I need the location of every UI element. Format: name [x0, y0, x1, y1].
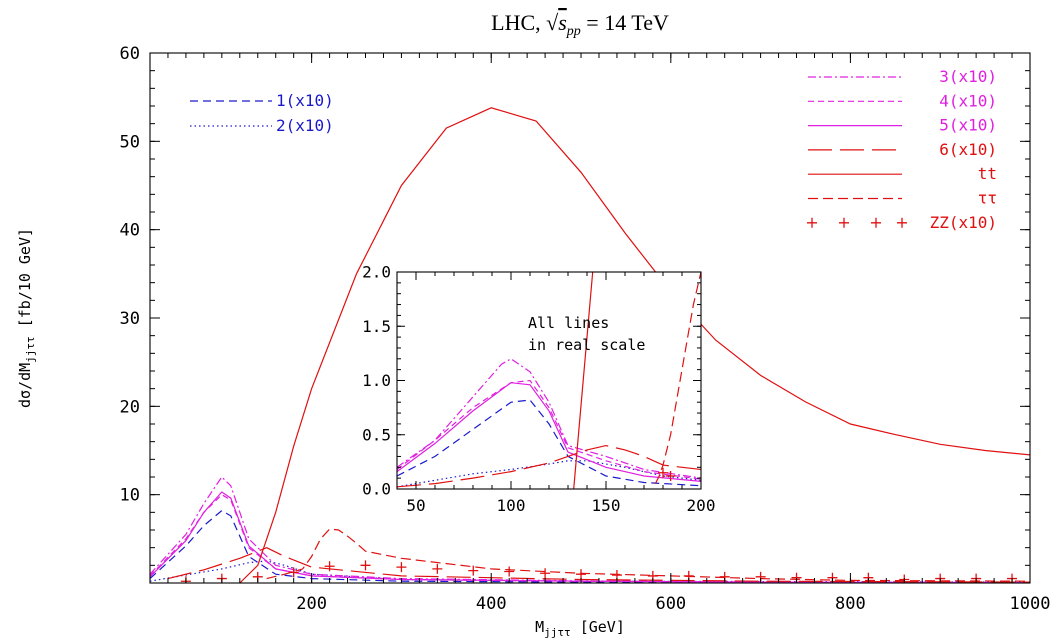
inset-x-tick-label: 150	[592, 496, 621, 515]
main-x-tick-label: 800	[835, 594, 866, 614]
chart-title-sqrt: √	[546, 10, 559, 35]
y-axis-label-main: dσ/dM	[16, 363, 34, 408]
main-marker-plus	[396, 562, 406, 572]
main-x-tick-label: 1000	[1010, 594, 1051, 614]
chart-title-suffix: = 14 TeV	[581, 10, 669, 35]
x-axis-label-main: M	[535, 618, 544, 636]
main-marker-plus	[576, 569, 586, 579]
legend-marker-plus	[807, 218, 817, 228]
main-y-tick-label: 30	[120, 309, 140, 329]
main-x-tick-label: 400	[476, 594, 507, 614]
legend-marker-plus	[871, 218, 881, 228]
main-marker-plus	[432, 564, 442, 574]
y-axis-label-unit: [fb/10 GeV]	[16, 228, 34, 336]
legend-marker-plus	[897, 218, 907, 228]
legend-label-6-x10: 6(x10)	[939, 140, 997, 159]
main-y-tick-label: 10	[120, 486, 140, 506]
chart-title-prefix: LHC,	[491, 10, 546, 35]
main-marker-plus	[361, 560, 371, 570]
x-axis-label: Mjjττ [GeV]	[535, 618, 625, 639]
legend-label-4-x10: 4(x10)	[939, 91, 997, 110]
y-axis-label-sub: jjττ	[24, 336, 37, 363]
inset-x-tick-label: 100	[497, 496, 526, 515]
main-series-4-x10	[150, 495, 1030, 583]
inset-y-tick-label: 0.0	[362, 480, 391, 499]
main-series-3-x10	[150, 477, 1030, 583]
inset-y-tick-label: 0.5	[362, 425, 391, 444]
main-x-tick-label: 600	[655, 594, 686, 614]
main-series-2-x10	[150, 561, 1030, 582]
main-series-6-x10	[168, 548, 1030, 582]
legend: 1(x10) 2(x10) 3(x10) 4(x10) 5(x10) 6(x10) tt ττ…	[190, 67, 997, 232]
x-axis-label-sub: jjττ	[544, 626, 571, 639]
inset-x-tick-label: 50	[406, 496, 425, 515]
main-series-tautau	[267, 529, 1030, 581]
legend-label-1-x10: 1(x10)	[276, 91, 334, 110]
inset-y-tick-label: 2.0	[362, 263, 391, 282]
legend-label-tt: tt	[978, 164, 997, 183]
chart-title: LHC, √spp = 14 TeV	[491, 10, 669, 39]
legend-label-2-x10: 2(x10)	[276, 116, 334, 135]
main-marker-plus	[540, 568, 550, 578]
main-y-tick-label: 20	[120, 397, 140, 417]
inset-annotation-line: All lines	[528, 314, 609, 332]
y-axis-label: dσ/dMjjττ [fb/10 GeV]	[16, 228, 37, 408]
legend-label-tautau: ττ	[978, 189, 997, 208]
inset-background	[397, 272, 701, 489]
main-series-1-x10	[150, 511, 1030, 583]
legend-label-3-x10: 3(x10)	[939, 67, 997, 86]
main-x-tick-label: 200	[296, 594, 327, 614]
main-y-tick-label: 50	[120, 132, 140, 152]
chart-title-sqrt-arg: s	[558, 10, 567, 35]
inset-y-tick-label: 1.0	[362, 371, 391, 390]
main-marker-plus	[504, 567, 514, 577]
chart-title-sqrt-sub: pp	[566, 24, 581, 39]
main-y-tick-label: 60	[120, 44, 140, 64]
legend-label-5-x10: 5(x10)	[939, 116, 997, 135]
inset-plot: 50 100 150 200 0.0 0.5 1.0 1.5 2.0 All lines in re…	[362, 263, 715, 515]
x-axis-label-unit: [GeV]	[571, 618, 625, 636]
inset-annotation-line: in real scale	[528, 336, 645, 354]
inset-x-tick-label: 200	[687, 496, 716, 515]
inset-y-tick-label: 1.5	[362, 317, 391, 336]
main-y-tick-label: 40	[120, 221, 140, 241]
legend-label-zz: ZZ(x10)	[930, 213, 997, 232]
main-series-5-x10	[150, 492, 1030, 583]
legend-marker-plus	[839, 218, 849, 228]
